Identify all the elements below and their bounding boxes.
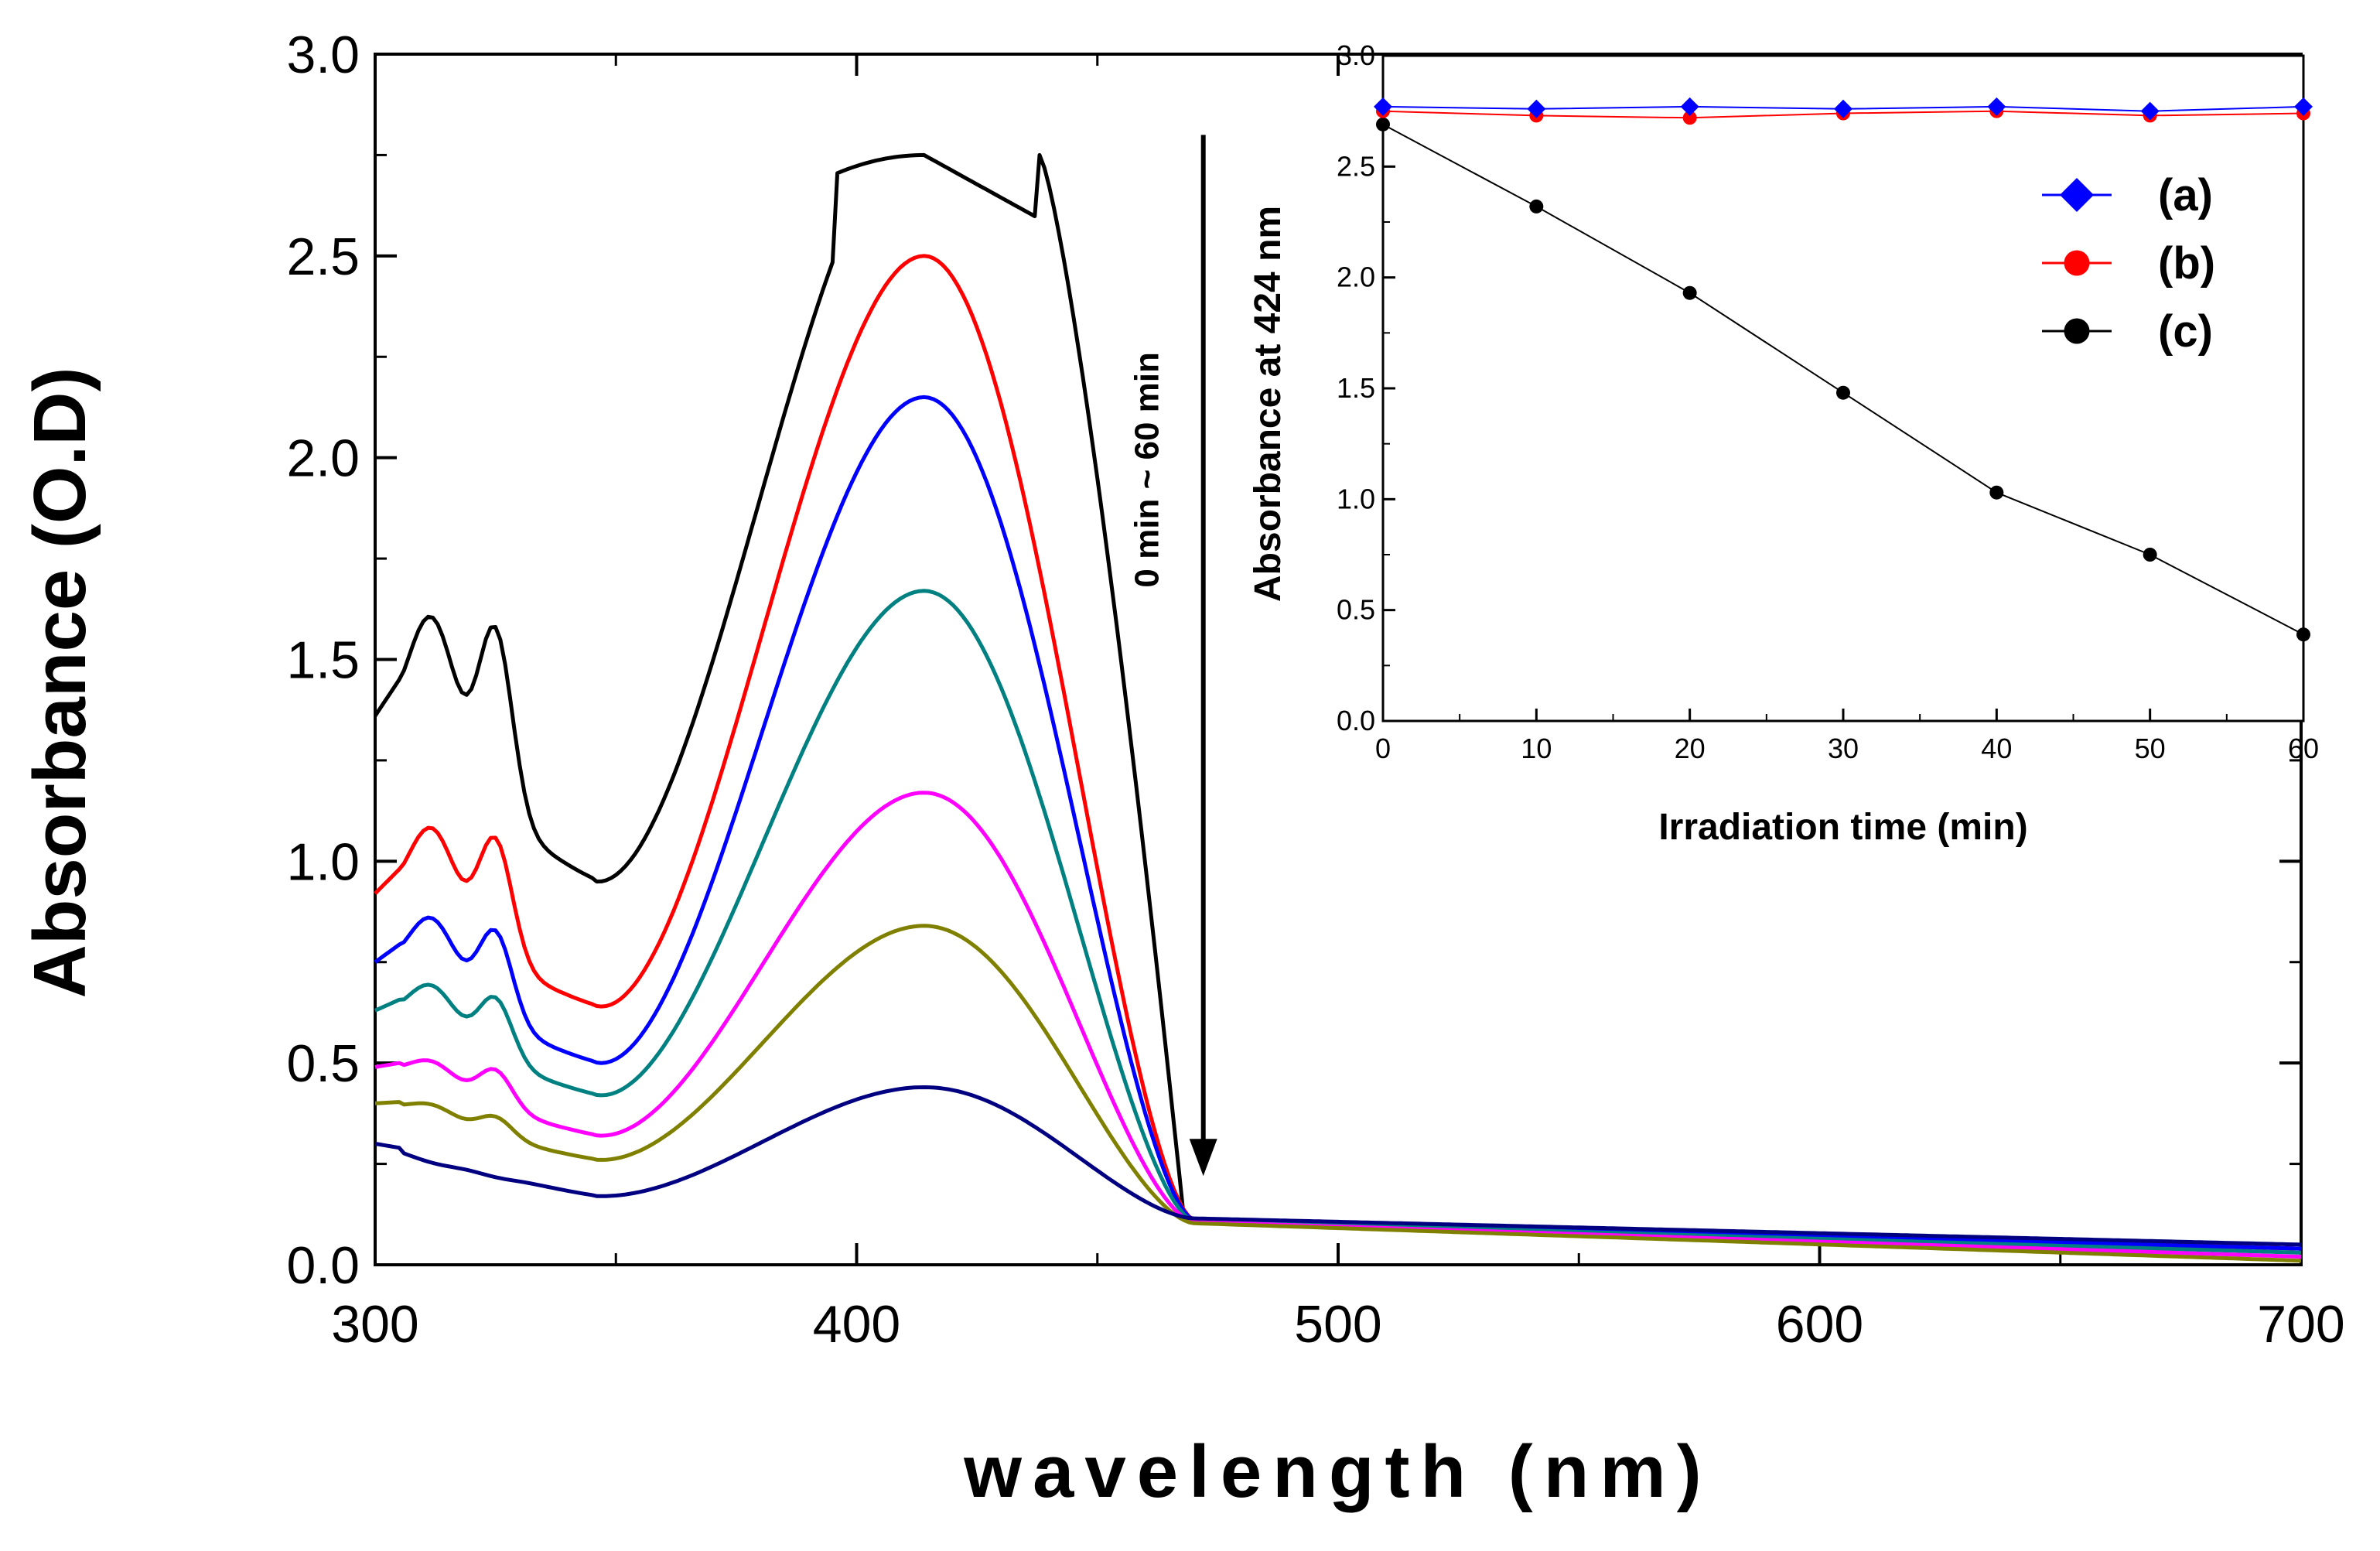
- inset-data-point: [2140, 101, 2160, 121]
- inset-data-point: [2294, 97, 2313, 116]
- legend-label: (c): [2158, 306, 2213, 357]
- inset-data-point: [1680, 97, 1699, 116]
- inset-y-tick-label: 1.5: [1337, 372, 1375, 404]
- inset-data-point: [1527, 99, 1546, 118]
- main-y-tick-label: 0.5: [286, 1034, 360, 1093]
- main-x-tick-label: 500: [1294, 1295, 1381, 1354]
- main-y-tick-label: 1.5: [286, 631, 360, 690]
- inset-data-point: [1834, 99, 1852, 118]
- inset-x-tick-label: 50: [2135, 733, 2166, 764]
- inset-data-point: [2143, 548, 2157, 562]
- legend-marker: [2064, 250, 2090, 276]
- inset-y-tick-label: 2.0: [1337, 261, 1375, 293]
- inset-x-tick-label: 30: [1828, 733, 1859, 764]
- main-x-axis-title: wavelength (nm): [963, 1430, 1712, 1513]
- main-x-tick-label: 700: [2257, 1295, 2344, 1354]
- time-range-annotation: 0 min ~ 60 min: [1129, 352, 1166, 587]
- main-x-tick-label: 400: [813, 1295, 900, 1354]
- inset-legend: (a) (b) (c): [2042, 170, 2215, 357]
- inset-data-point: [1682, 111, 1697, 125]
- inset-x-axis-title: Irradiation time (min): [1658, 807, 2027, 848]
- main-x-tick-label: 600: [1776, 1295, 1863, 1354]
- main-series-group: [373, 152, 2302, 1263]
- inset-y-tick-label: 3.0: [1337, 39, 1375, 71]
- inset-data-point: [1987, 97, 2006, 116]
- legend-label: (b): [2158, 238, 2215, 289]
- legend-marker: [2060, 178, 2094, 212]
- inset-data-point: [1989, 485, 2004, 500]
- inset-y-tick-label: 2.5: [1337, 150, 1375, 182]
- main-y-tick-label: 2.0: [286, 429, 360, 488]
- main-x-tick-label: 300: [331, 1295, 418, 1354]
- main-y-tick-label: 0.0: [286, 1236, 360, 1295]
- main-annotation: 0 min ~ 60 min: [1129, 135, 1217, 1177]
- inset-x-tick-label: 40: [1981, 733, 2012, 764]
- inset-x-tick-label: 0: [1375, 733, 1391, 764]
- inset-data-point: [1376, 117, 1390, 132]
- inset-data-point: [1374, 97, 1392, 116]
- inset-ticks: 0 10 20 30 40 50 60 0.0 0.5 1.0 1.5 2.0 2.5 3.0: [1337, 39, 2319, 764]
- time-arrow-head: [1189, 1139, 1217, 1177]
- main-y-tick-label: 1.0: [286, 832, 360, 891]
- main-y-axis-title: Absorbance (O.D): [19, 367, 101, 998]
- inset-x-tick-label: 10: [1521, 733, 1552, 764]
- spectrum-line: [374, 924, 2302, 1263]
- legend-label: (a): [2158, 170, 2213, 220]
- inset-data-point: [1529, 199, 1544, 214]
- inset-data-point: [2296, 627, 2310, 642]
- spectrum-line: [374, 1085, 2302, 1247]
- inset-x-tick-label: 20: [1675, 733, 1706, 764]
- inset-data-point: [1836, 385, 1850, 400]
- inset-y-tick-label: 0.0: [1337, 705, 1375, 736]
- main-y-tick-label: 3.0: [286, 26, 360, 84]
- inset-y-axis-title: Absorbance at 424 nm: [1248, 206, 1289, 602]
- inset-x-tick-label: 60: [2288, 733, 2319, 764]
- legend-marker: [2064, 318, 2090, 344]
- inset-data-point: [1682, 285, 1697, 300]
- inset-y-tick-label: 0.5: [1337, 594, 1375, 626]
- inset-series-group: [1374, 97, 2313, 642]
- main-y-tick-label: 2.5: [286, 227, 360, 286]
- inset-y-tick-label: 1.0: [1337, 483, 1375, 514]
